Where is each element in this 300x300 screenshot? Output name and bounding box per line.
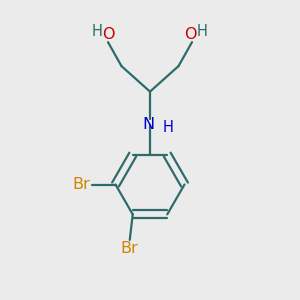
- Text: O: O: [102, 26, 115, 41]
- Text: Br: Br: [73, 177, 90, 192]
- Text: N: N: [142, 117, 154, 132]
- Text: O: O: [184, 26, 197, 41]
- Text: H: H: [91, 23, 102, 38]
- Text: Br: Br: [121, 242, 139, 256]
- Text: H: H: [197, 23, 208, 38]
- Text: H: H: [163, 120, 173, 135]
